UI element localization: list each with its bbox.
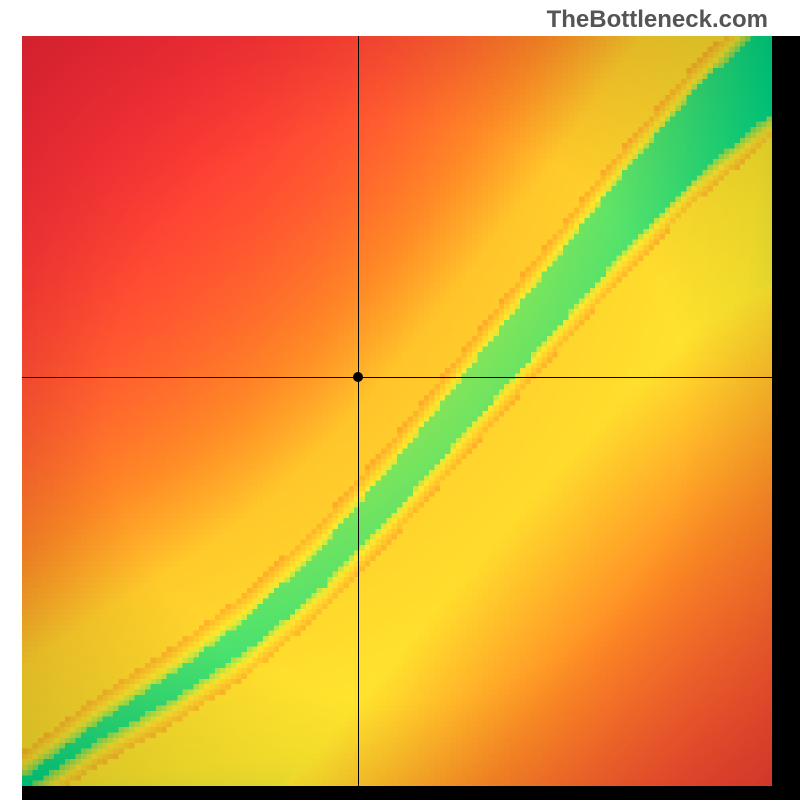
chart-container: TheBottleneck.com [0, 0, 800, 800]
crosshair-vertical [358, 36, 359, 786]
bottom-black-strip [22, 786, 800, 800]
right-black-strip [772, 36, 800, 786]
crosshair-horizontal [22, 377, 772, 378]
crosshair-dot [353, 372, 363, 382]
watermark-text: TheBottleneck.com [547, 6, 768, 34]
heatmap-plot [22, 36, 772, 786]
heatmap-canvas [22, 36, 772, 786]
